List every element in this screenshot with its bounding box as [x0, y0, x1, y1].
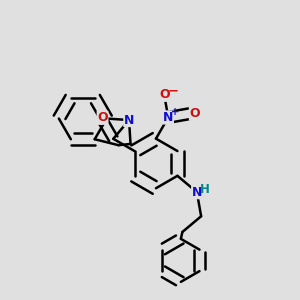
Text: H: H	[200, 183, 210, 196]
Text: N: N	[192, 186, 202, 199]
Text: +: +	[171, 107, 179, 117]
Text: O: O	[159, 88, 170, 101]
Text: N: N	[163, 111, 173, 124]
Text: −: −	[167, 84, 178, 98]
Text: O: O	[190, 107, 200, 120]
Text: O: O	[97, 111, 108, 124]
Text: N: N	[124, 113, 134, 127]
